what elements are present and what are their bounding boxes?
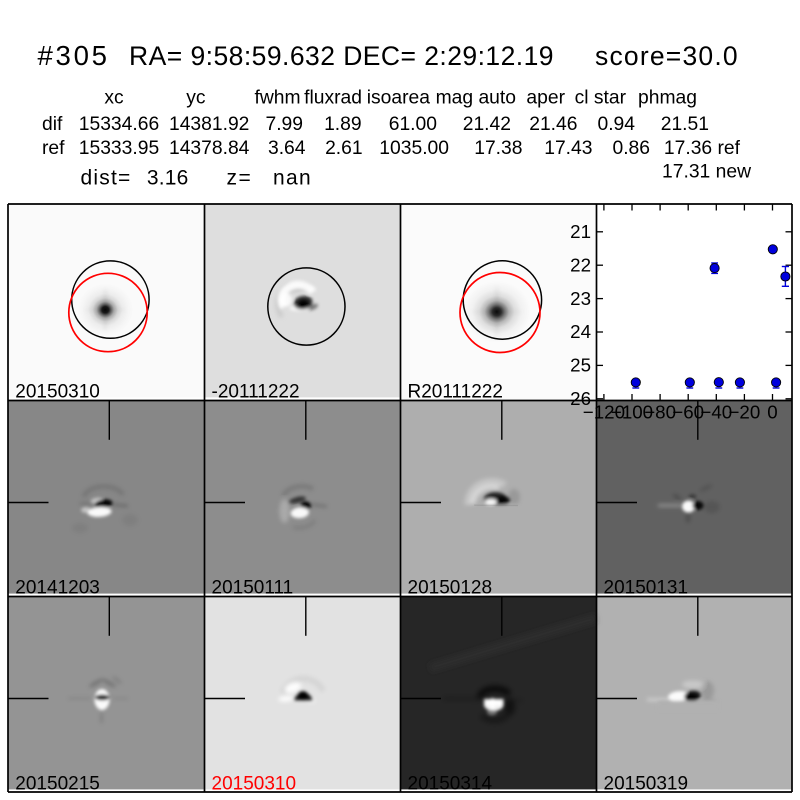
svg-text:61.00: 61.00 <box>389 114 437 135</box>
svg-text:15333.95: 15333.95 <box>79 138 159 159</box>
svg-text:mag auto: mag auto <box>436 88 516 109</box>
svg-text:cl star: cl star <box>575 88 627 109</box>
svg-text:yc: yc <box>186 88 206 109</box>
svg-text:17.31 new: 17.31 new <box>662 162 751 183</box>
svg-text:dist=: dist= <box>81 166 132 189</box>
svg-text:15334.66: 15334.66 <box>79 114 159 135</box>
svg-text:17.36 ref: 17.36 ref <box>664 138 741 159</box>
svg-text:20150128: 20150128 <box>408 578 493 599</box>
svg-text:21.51: 21.51 <box>661 114 709 135</box>
svg-text:fluxrad: fluxrad <box>304 88 362 109</box>
svg-text:26: 26 <box>570 388 591 409</box>
svg-text:20141203: 20141203 <box>15 578 100 599</box>
svg-text:−40: −40 <box>700 401 732 422</box>
svg-text:ref: ref <box>42 138 65 159</box>
svg-text:2.61: 2.61 <box>325 138 363 159</box>
svg-text:RA= 9:58:59.632 DEC= 2:29:12.1: RA= 9:58:59.632 DEC= 2:29:12.19 <box>129 41 554 71</box>
svg-text:21: 21 <box>570 221 591 242</box>
svg-text:20150131: 20150131 <box>604 578 689 599</box>
svg-text:-20111222: -20111222 <box>212 382 300 403</box>
svg-text:1.89: 1.89 <box>324 114 362 135</box>
svg-text:0.94: 0.94 <box>597 114 635 135</box>
svg-text:nan: nan <box>273 166 312 189</box>
svg-text:0.86: 0.86 <box>612 138 650 159</box>
svg-text:fwhm: fwhm <box>255 88 301 109</box>
svg-text:20150310: 20150310 <box>212 774 297 795</box>
svg-text:−100: −100 <box>611 401 653 422</box>
svg-text:3.16: 3.16 <box>147 166 189 189</box>
svg-text:0: 0 <box>767 401 777 422</box>
svg-text:−20: −20 <box>728 401 760 422</box>
svg-text:23: 23 <box>570 288 591 309</box>
svg-text:score=30.0: score=30.0 <box>595 41 739 71</box>
svg-text:21.42: 21.42 <box>463 114 511 135</box>
svg-text:20150314: 20150314 <box>408 774 493 795</box>
svg-text:17.38: 17.38 <box>474 138 522 159</box>
svg-text:14378.84: 14378.84 <box>169 138 250 159</box>
svg-text:z=: z= <box>227 166 253 189</box>
svg-text:20150215: 20150215 <box>15 774 100 795</box>
svg-text:aper: aper <box>526 88 565 109</box>
svg-text:7.99: 7.99 <box>265 114 303 135</box>
svg-text:R20111222: R20111222 <box>408 382 503 403</box>
svg-text:21.46: 21.46 <box>529 114 577 135</box>
svg-text:17.43: 17.43 <box>544 138 592 159</box>
svg-text:dif: dif <box>42 114 63 135</box>
svg-text:24: 24 <box>570 321 591 342</box>
svg-text:14381.92: 14381.92 <box>169 114 249 135</box>
svg-text:#305: #305 <box>38 40 110 71</box>
svg-text:20150111: 20150111 <box>212 578 294 599</box>
svg-text:phmag: phmag <box>638 88 697 109</box>
svg-text:−60: −60 <box>672 401 704 422</box>
svg-text:1035.00: 1035.00 <box>379 138 449 159</box>
svg-text:25: 25 <box>570 355 591 376</box>
svg-text:20150319: 20150319 <box>604 774 689 795</box>
svg-text:3.64: 3.64 <box>268 138 306 159</box>
svg-text:20150310: 20150310 <box>15 382 100 403</box>
svg-text:22: 22 <box>570 254 591 275</box>
svg-text:isoarea: isoarea <box>367 88 431 109</box>
svg-text:−80: −80 <box>644 401 676 422</box>
svg-text:xc: xc <box>104 88 124 109</box>
svg-text:−120: −120 <box>583 401 625 422</box>
